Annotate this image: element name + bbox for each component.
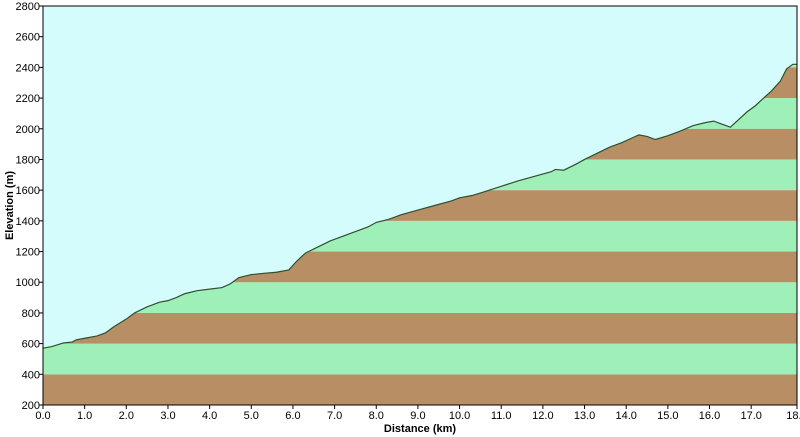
x-tick-label: 16.0: [699, 410, 720, 422]
y-tick-label: 1000: [16, 277, 40, 289]
x-tick-label: 6.0: [285, 410, 300, 422]
x-tick-label: 2.0: [119, 410, 134, 422]
x-tick-label: 10.0: [449, 410, 470, 422]
x-tick-label: 12.0: [532, 410, 553, 422]
y-tick-label: 200: [22, 400, 40, 412]
x-tick-label: 5.0: [244, 410, 259, 422]
x-tick-label: 14.0: [615, 410, 636, 422]
y-tick-label: 1800: [16, 154, 40, 166]
elevation-band: [43, 343, 797, 375]
x-axis-title: Distance (km): [384, 423, 456, 435]
plot-frame: [42, 5, 798, 406]
x-tick-label: 1.0: [77, 410, 92, 422]
x-tick-label: 7.0: [327, 410, 342, 422]
x-tick-label: 8.0: [369, 410, 384, 422]
x-tick-label: 15.0: [657, 410, 678, 422]
x-tick-label: 18.1: [786, 410, 800, 422]
elevation-profile-line: [42, 63, 797, 349]
sky-area: [43, 6, 797, 349]
y-tick-label: 2800: [16, 1, 40, 13]
y-tick-label: 2200: [16, 93, 40, 105]
elevation-band: [43, 374, 797, 405]
y-tick-label: 1200: [16, 247, 40, 259]
y-tick-label: 600: [22, 339, 40, 351]
elevation-band: [43, 312, 797, 344]
x-tick-label: 0.0: [35, 410, 50, 422]
y-tick-label: 2400: [16, 62, 40, 74]
y-tick-label: 1600: [16, 185, 40, 197]
x-tick-label: 13.0: [574, 410, 595, 422]
x-tick-label: 3.0: [160, 410, 175, 422]
y-tick-label: 400: [22, 369, 40, 381]
x-tick-label: 11.0: [491, 410, 512, 422]
y-tick-label: 800: [22, 308, 40, 320]
x-axis: 0.0 1.0 2.0 3.0 4.0 5.0 6.0 7.0 8.0 9.0 10.0 11.0 12…: [35, 405, 800, 422]
y-tick-label: 1400: [16, 216, 40, 228]
y-axis: 200 400 600 800 1000 1200 1400 1600 1800 2000 2200…: [16, 1, 43, 412]
y-tick-label: 2600: [16, 32, 40, 44]
x-tick-label: 4.0: [202, 410, 217, 422]
x-tick-label: 17.0: [740, 410, 761, 422]
y-axis-title: Elevation (m): [4, 171, 16, 240]
y-tick-label: 2000: [16, 124, 40, 136]
x-tick-label: 9.0: [410, 410, 425, 422]
